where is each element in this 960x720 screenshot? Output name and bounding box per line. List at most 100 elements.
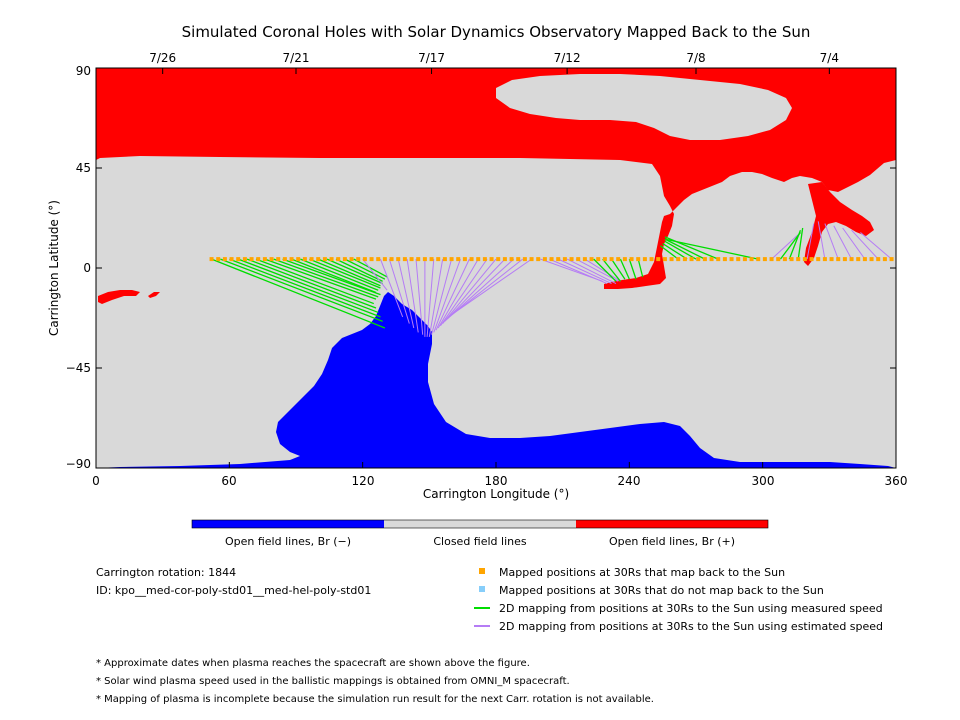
mapping-line-measured [662,243,688,260]
mapped-point [422,257,427,262]
mapped-point [856,257,861,262]
x-tick-label: 120 [352,474,375,488]
mapped-point [649,257,654,262]
mapping-line-measured [628,258,637,280]
mapping-line-estimated [379,258,404,318]
mapped-point [502,257,507,262]
mapped-point [816,257,821,262]
legend-label-measured: 2D mapping from positions at 30Rs to the… [499,602,883,615]
colorbar-label-positive: Open field lines, Br (+) [609,535,735,548]
mapping-line-estimated [362,258,388,291]
mapped-point [889,257,894,262]
mapping-line-estimated [446,258,515,320]
mapped-point [276,257,281,262]
mapping-line-estimated [833,225,852,260]
mapping-line-estimated [435,258,470,331]
mapped-point [556,257,561,262]
mapped-point [362,257,367,262]
mapped-point [829,257,834,262]
mapped-point [529,257,534,262]
mapped-point [602,257,607,262]
mapping-line-measured [664,240,697,260]
mapped-point [609,257,614,262]
mapping-line-measured [602,258,621,282]
x-axis-label: Carrington Longitude (°) [423,487,569,501]
mapped-point [269,257,274,262]
mapped-point [589,257,594,262]
chart-title: Simulated Coronal Holes with Solar Dynam… [182,23,811,41]
mapped-point [642,257,647,262]
mapped-point [209,257,214,262]
colorbar: Open field lines, Br (−) Closed field li… [191,519,769,548]
positive-open-field-west-fleck [148,292,160,298]
mapped-points-30rs [209,257,894,262]
legend-label-estimated: 2D mapping from positions at 30Rs to the… [499,620,883,633]
mapping-line-measured [273,258,379,298]
mapped-point [302,257,307,262]
positive-open-field-tongue [804,182,874,266]
mapping-line-measured [291,258,377,294]
x-tick-label: 180 [485,474,508,488]
mapping-line-estimated [566,258,617,285]
y-tick-label: −45 [66,361,91,375]
mapped-point [576,257,581,262]
mapped-point [469,257,474,262]
mapped-point [329,257,334,262]
mapped-point [716,257,721,262]
mapping-line-estimated [817,221,826,260]
negative-open-field-south [96,292,896,468]
mapped-point [682,257,687,262]
mapped-point [629,257,634,262]
mapping-line-measured [229,258,381,318]
mapping-line-measured [282,258,381,296]
mapping-line-measured [211,258,386,329]
mapped-point [596,257,601,262]
mapped-point [409,257,414,262]
mapping-line-estimated [397,259,415,329]
colorbar-frame [191,519,769,529]
mapped-point [776,257,781,262]
positive-open-field-west-patch [98,290,140,304]
footnote-speed-source: * Solar wind plasma speed used in the ba… [96,676,570,687]
mapping-line-estimated [433,258,461,333]
y-tick-labels: 90 45 0 −45 −90 [66,64,91,471]
mapping-line-measured [611,258,626,280]
mapped-point [722,257,727,262]
mapped-point [736,257,741,262]
mapped-point [729,257,734,262]
mapped-point [809,257,814,262]
date-label: 7/8 [686,51,705,65]
date-axis-labels: 7/26 7/21 7/17 7/12 7/8 7/4 [149,51,839,65]
legend-label-no-map: Mapped positions at 30Rs that do not map… [499,584,824,597]
mapped-point [869,257,874,262]
mapped-point [256,257,261,262]
mapped-point [522,257,527,262]
mapped-point [802,257,807,262]
mapping-line-measured [353,258,388,278]
mapping-line-measured [779,232,801,260]
run-id-text: ID: kpo__med-cor-poly-std01__med-hel-pol… [96,584,371,597]
mapping-line-estimated [771,234,799,260]
mapped-point [376,257,381,262]
x-tick-label: 0 [92,474,100,488]
mapped-point [242,257,247,262]
mapped-point [689,257,694,262]
mapped-point [222,257,227,262]
mapping-line-measured [788,229,802,260]
mapping-line-estimated [575,258,619,282]
mapping-line-estimated [451,258,532,316]
date-label: 7/12 [554,51,581,65]
mapped-point [296,257,301,262]
mapping-line-measured [255,258,375,305]
mapped-point [442,257,447,262]
mapping-line-measured [326,258,383,285]
date-label: 7/26 [149,51,176,65]
mapped-point [309,257,314,262]
mapped-point [842,257,847,262]
legend-marker-no-map [479,586,485,592]
y-axis-label: Carrington Latitude (°) [47,200,61,336]
mapping-line-measured [309,258,381,289]
mapping-line-measured [660,245,679,260]
mapped-point [416,257,421,262]
